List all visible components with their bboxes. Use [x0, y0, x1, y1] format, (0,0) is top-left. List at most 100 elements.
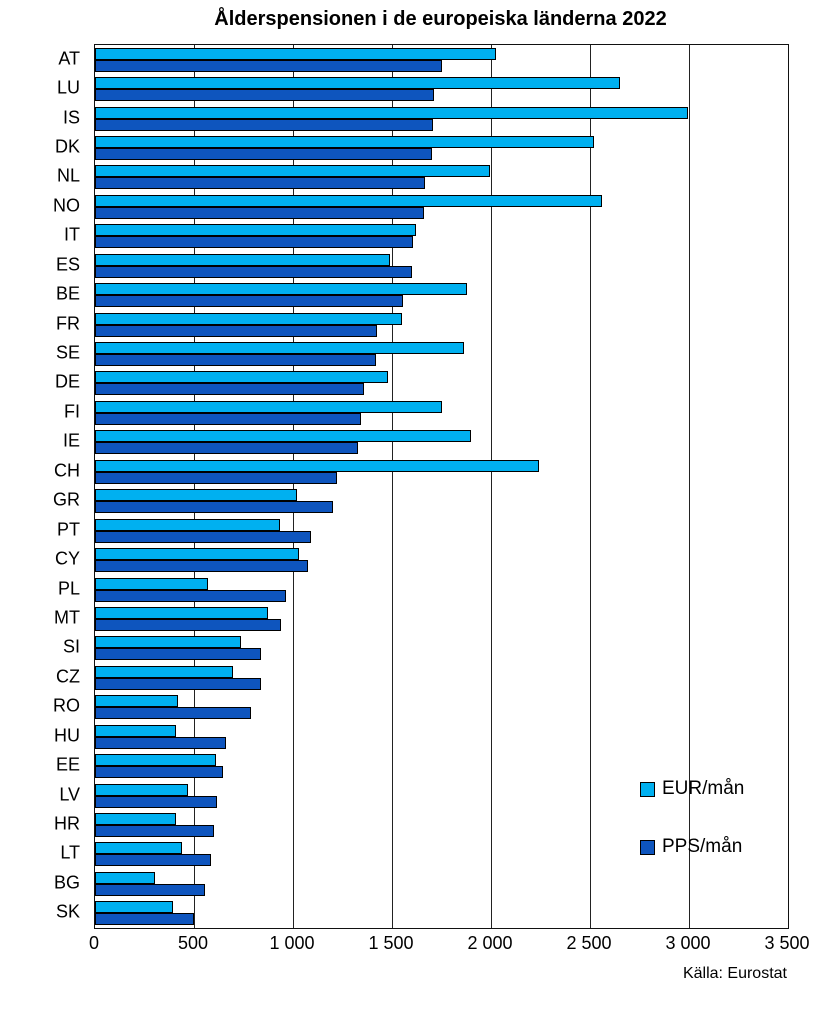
y-axis-label-si: SI — [62, 636, 80, 657]
bar-pps-ie — [95, 442, 359, 455]
bar-pps-ro — [95, 707, 252, 720]
legend: EUR/mån PPS/mån — [640, 778, 744, 894]
bar-pps-se — [95, 354, 377, 367]
bar-pps-dk — [95, 148, 432, 160]
bar-eur-lu — [95, 77, 620, 90]
gridline — [590, 45, 591, 928]
bar-pps-lu — [95, 89, 434, 102]
gridline — [194, 45, 195, 928]
y-axis-label-lt: LT — [60, 842, 80, 863]
bar-eur-ie — [95, 430, 472, 443]
legend-label-eur: EUR/mån — [662, 778, 745, 799]
bar-eur-lv — [95, 783, 189, 796]
bar-pps-bg — [95, 883, 205, 896]
bar-pps-at — [95, 59, 442, 72]
bar-pps-is — [95, 118, 433, 131]
y-axis-label-es: ES — [55, 254, 80, 275]
bar-eur-sk — [95, 901, 174, 914]
bar-pps-pl — [95, 589, 287, 602]
bar-pps-hu — [95, 736, 226, 749]
x-axis-label: 2 500 — [566, 933, 612, 953]
y-axis-label-cy: CY — [54, 548, 80, 569]
x-axis-label: 500 — [177, 933, 209, 953]
legend-item-pps: PPS/mån — [640, 836, 744, 858]
y-axis-label-cz: CZ — [56, 666, 80, 687]
y-axis-label-de: DE — [54, 371, 80, 392]
y-axis-label-ch: CH — [54, 460, 80, 481]
bar-eur-at — [95, 47, 496, 60]
y-axis-label-lu: LU — [56, 77, 80, 98]
plot-area — [94, 44, 789, 929]
bar-eur-se — [95, 342, 465, 355]
legend-item-eur: EUR/mån — [640, 778, 744, 800]
bar-eur-es — [95, 253, 391, 266]
bar-eur-de — [95, 371, 389, 384]
y-axis-label-dk: DK — [54, 136, 80, 157]
bar-eur-fr — [95, 312, 402, 325]
bar-pps-lt — [95, 854, 211, 867]
bar-eur-lt — [95, 842, 183, 855]
bar-pps-no — [95, 206, 424, 219]
y-axis-label-sk: SK — [55, 901, 80, 922]
bar-pps-ee — [95, 766, 223, 779]
bar-eur-no — [95, 194, 602, 207]
bar-eur-is — [95, 106, 688, 119]
bar-eur-pl — [95, 577, 208, 590]
x-axis-label: 1 500 — [368, 933, 414, 953]
bar-eur-bg — [95, 871, 156, 884]
bar-eur-hu — [95, 724, 177, 737]
bar-pps-de — [95, 383, 365, 396]
y-axis-label-se: SE — [55, 342, 80, 363]
bar-pps-pt — [95, 530, 311, 543]
bar-pps-fi — [95, 412, 362, 425]
bar-eur-si — [95, 636, 241, 649]
bar-eur-it — [95, 224, 416, 237]
y-axis-labels: AT LU IS DK NL NO IT ES BE FR SE DE FI IE CH GR PT CY PL MT… — [0, 44, 86, 927]
x-axis-label: 3 000 — [665, 933, 711, 953]
y-axis-label-hu: HU — [54, 725, 80, 746]
x-axis-label: 2 000 — [467, 933, 513, 953]
y-axis-label-is: IS — [62, 107, 80, 128]
chart-title: Ålderspensionen i de europeiska länderna… — [214, 8, 667, 30]
bar-pps-cy — [95, 560, 308, 573]
bar-eur-dk — [95, 136, 594, 148]
bar-pps-fr — [95, 324, 378, 337]
bar-eur-cy — [95, 548, 299, 561]
bar-pps-sk — [95, 913, 194, 926]
gridline — [491, 45, 492, 928]
bar-eur-hr — [95, 812, 177, 825]
y-axis-label-no: NO — [53, 195, 80, 216]
y-axis-label-it: IT — [64, 224, 80, 245]
bar-pps-nl — [95, 177, 425, 190]
bar-pps-ch — [95, 471, 337, 484]
bar-pps-cz — [95, 677, 262, 690]
gridline — [392, 45, 393, 928]
bar-eur-be — [95, 283, 468, 296]
y-axis-label-at: AT — [58, 48, 80, 69]
bar-eur-cz — [95, 665, 233, 678]
x-axis-label: 3 500 — [764, 933, 810, 953]
pps-series-swatch-icon — [640, 839, 655, 855]
y-axis-label-ro: RO — [53, 695, 80, 716]
bar-pps-lv — [95, 795, 217, 808]
bar-pps-si — [95, 648, 262, 661]
y-axis-label-nl: NL — [56, 165, 80, 186]
y-axis-label-lv: LV — [59, 784, 80, 805]
bar-pps-gr — [95, 501, 333, 514]
bar-pps-mt — [95, 618, 282, 631]
y-axis-label-fr: FR — [56, 313, 80, 334]
y-axis-label-fi: FI — [64, 401, 80, 422]
y-axis-label-pl: PL — [57, 578, 80, 599]
bar-eur-pt — [95, 518, 281, 531]
bar-eur-ee — [95, 754, 216, 767]
bar-eur-nl — [95, 165, 490, 178]
y-axis-label-hr: HR — [54, 813, 80, 834]
x-axis-label: 0 — [88, 933, 100, 953]
bar-eur-ro — [95, 695, 179, 708]
bar-pps-it — [95, 236, 413, 249]
bar-pps-es — [95, 265, 412, 278]
bar-eur-gr — [95, 489, 297, 502]
x-axis-labels: 0 500 1 000 1 500 2 000 2 500 3 000 3 500 — [89, 933, 810, 955]
y-axis-label-be: BE — [55, 283, 80, 304]
gridline — [689, 45, 690, 928]
